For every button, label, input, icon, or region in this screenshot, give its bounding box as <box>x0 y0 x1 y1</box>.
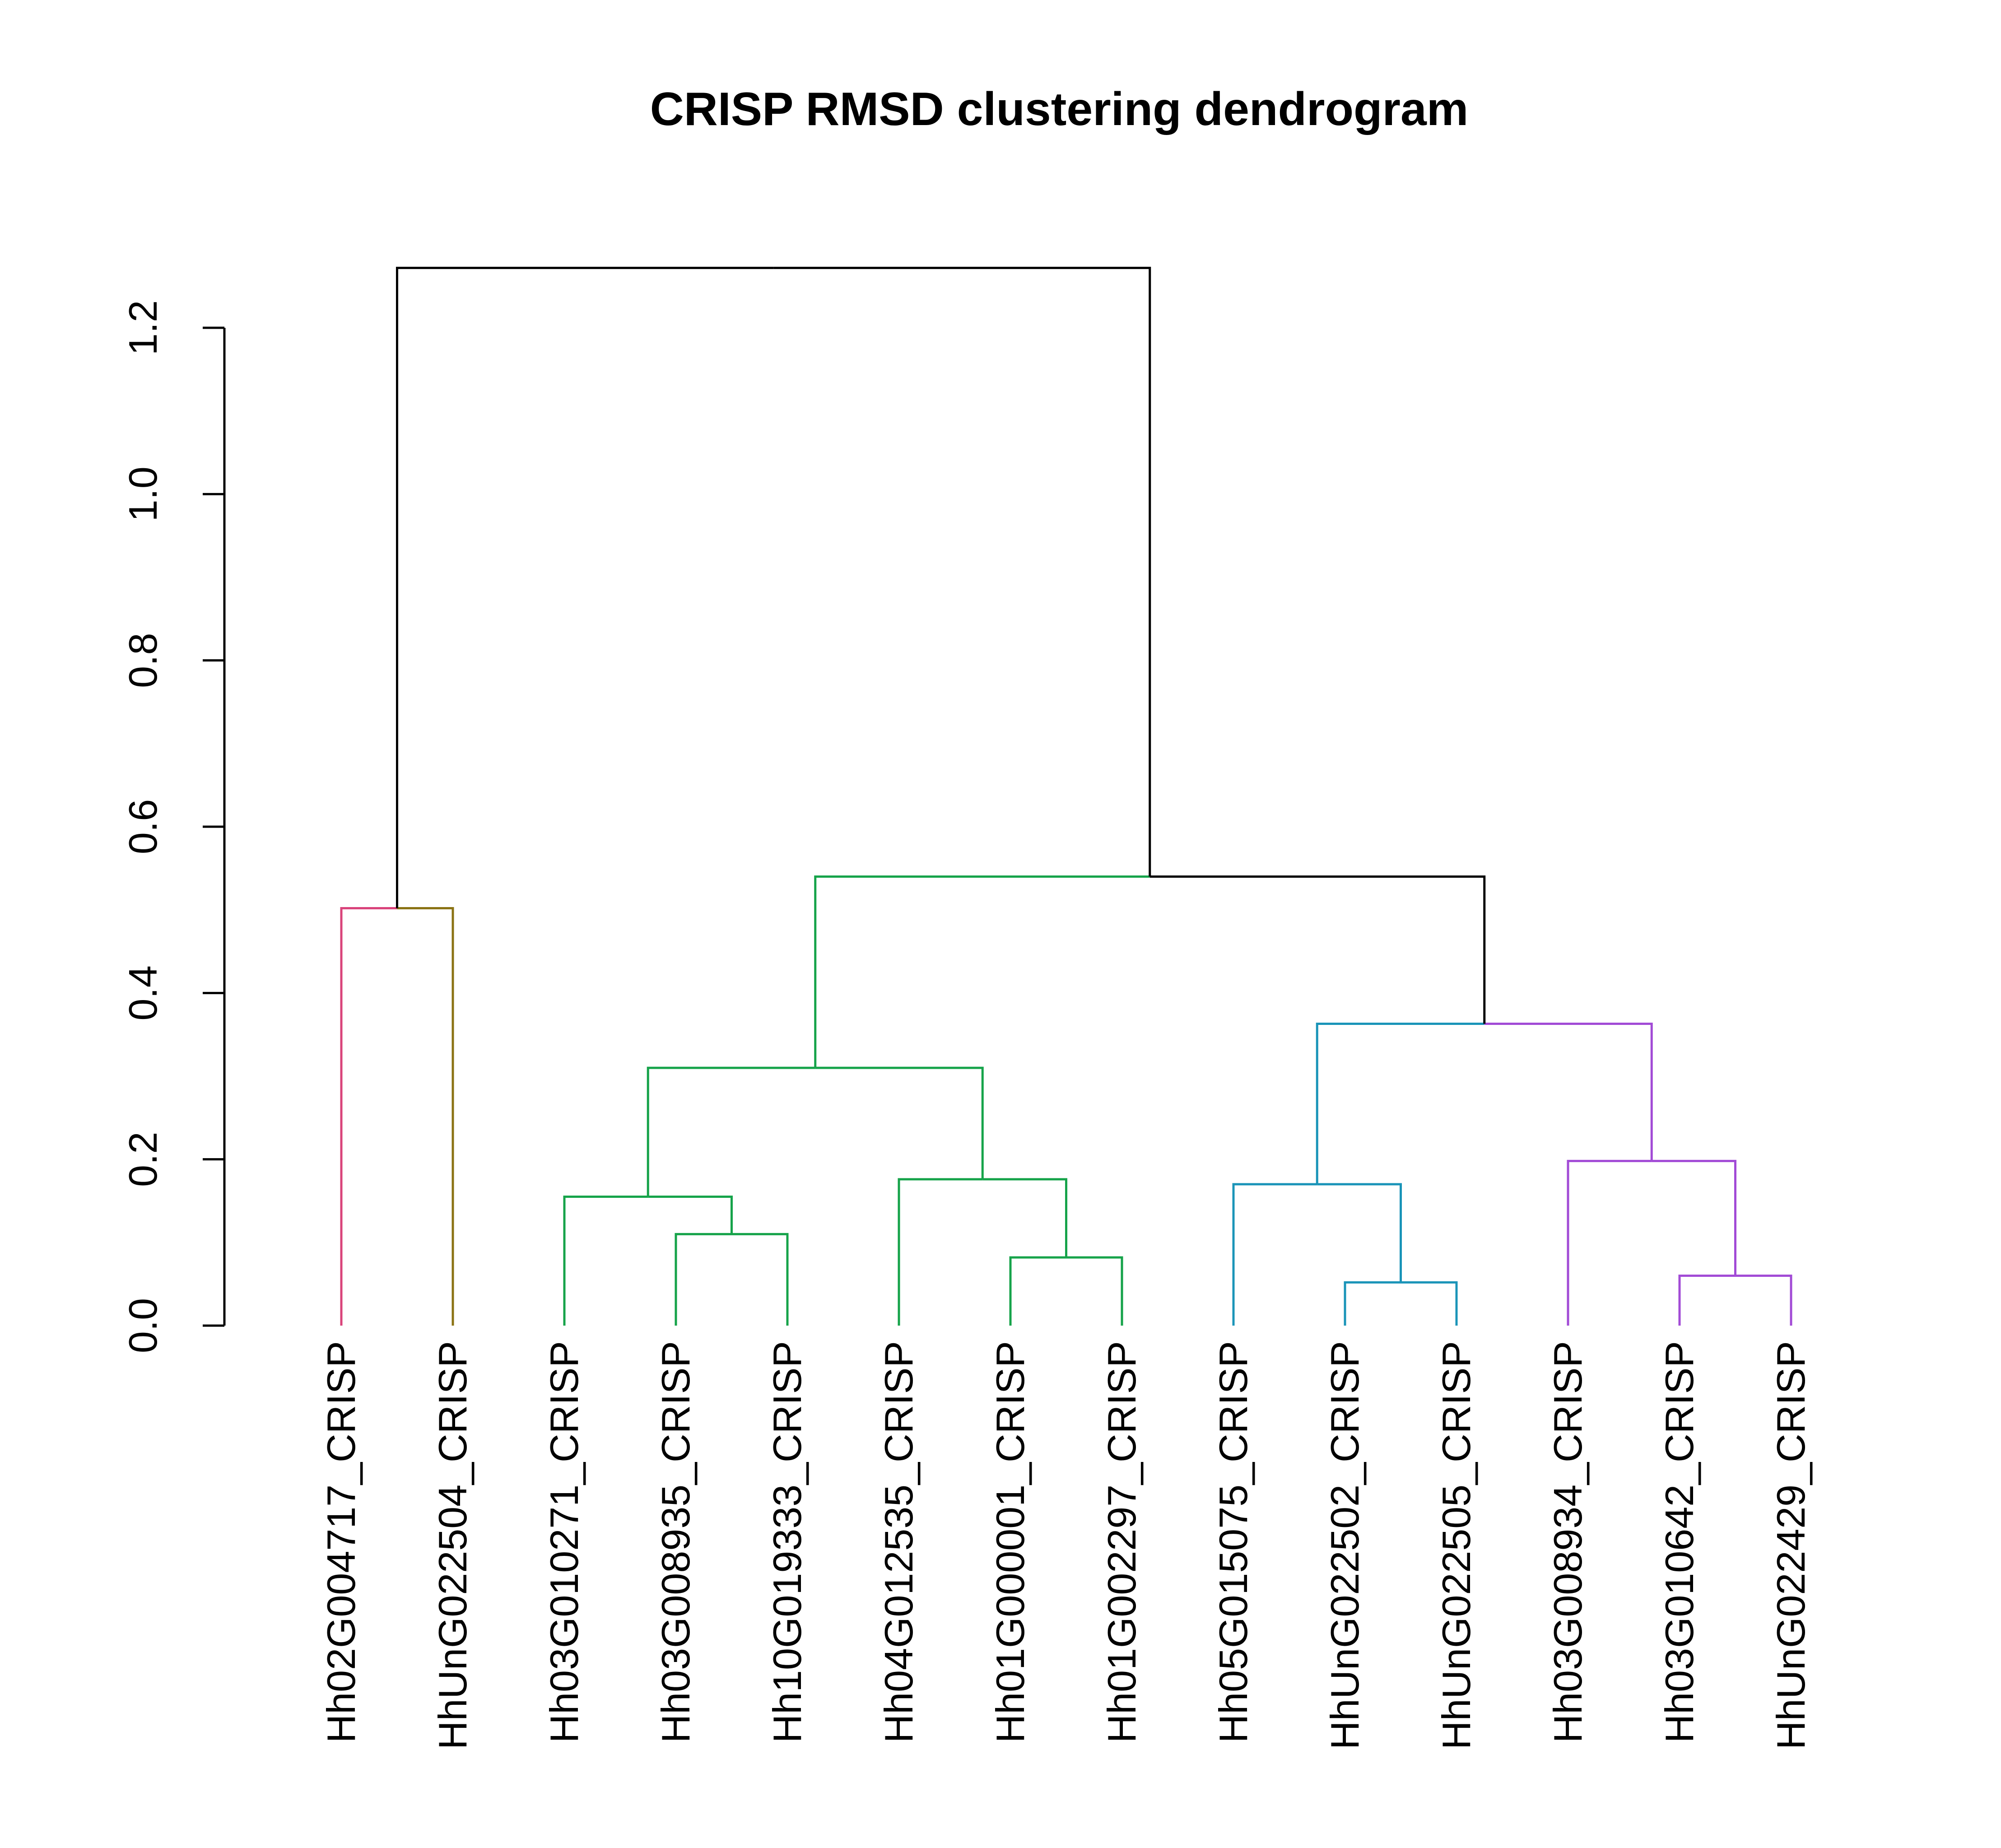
leaf-label: Hh03G010271_CRISP <box>542 1341 586 1743</box>
chart-title: CRISP RMSD clustering dendrogram <box>650 83 1469 135</box>
dendrogram-branch <box>397 907 454 1326</box>
y-tick-label: 0.0 <box>121 1298 165 1353</box>
dendrogram-branch <box>731 1233 789 1326</box>
dendrogram-branch <box>1484 1022 1653 1161</box>
dendrogram-branch <box>898 1178 983 1326</box>
leaf-label: Hh02G004717_CRISP <box>319 1341 363 1743</box>
leaf-label: Hh01G002297_CRISP <box>1099 1341 1144 1743</box>
leaf-label: Hh03G008934_CRISP <box>1545 1341 1590 1743</box>
dendrogram-branch <box>1652 1159 1736 1276</box>
dendrogram-branch <box>1149 875 1486 1024</box>
y-axis: 0.0 0.2 0.4 0.6 0.8 1.0 1.2 <box>121 300 226 1353</box>
dendrogram-branch <box>1317 1183 1402 1283</box>
leaf-label: HhUnG022502_CRISP <box>1322 1341 1367 1750</box>
y-tick-label: 1.0 <box>121 466 165 521</box>
dendrogram-branch <box>340 907 397 1326</box>
dendrogram-branch <box>648 1196 733 1234</box>
y-tick-label: 1.2 <box>121 300 165 355</box>
y-tick-label: 0.6 <box>121 799 165 854</box>
dendrogram-branch <box>773 266 1151 877</box>
leaf-label: HhUnG022505_CRISP <box>1434 1341 1479 1750</box>
dendrogram-branch <box>563 1196 648 1326</box>
y-tick-label: 0.2 <box>121 1131 165 1187</box>
dendrogram-branch <box>814 875 1150 1068</box>
dendrogram-branch <box>1009 1256 1066 1326</box>
leaf-label: Hh03G008935_CRISP <box>653 1341 698 1743</box>
dendrogram-branch <box>1344 1281 1401 1326</box>
leaf-label: HhUnG022429_CRISP <box>1768 1341 1813 1750</box>
leaf-label: Hh04G012535_CRISP <box>876 1341 921 1743</box>
dendrogram-branch <box>1401 1281 1458 1326</box>
leaf-label: HhUnG022504_CRISP <box>430 1341 475 1750</box>
dendrogram-branch <box>675 1233 732 1326</box>
y-tick-label: 0.8 <box>121 633 165 688</box>
dendrogram-branch <box>396 266 774 908</box>
dendrogram-branch <box>1735 1275 1792 1326</box>
leaf-label: Hh05G015075_CRISP <box>1211 1341 1256 1743</box>
dendrogram-branch <box>815 1066 984 1179</box>
dendrogram-branch <box>1066 1256 1123 1326</box>
dendrogram-branch <box>982 1178 1067 1257</box>
dendrogram-links <box>340 266 1792 1326</box>
dendrogram-branch <box>1316 1022 1484 1184</box>
dendrogram-branch <box>647 1066 815 1197</box>
dendrogram-branch <box>1567 1159 1652 1326</box>
dendrogram-branch <box>1232 1183 1317 1326</box>
leaf-labels: Hh02G004717_CRISP HhUnG022504_CRISP Hh03G0… <box>319 1341 1813 1750</box>
y-tick-label: 0.4 <box>121 965 165 1020</box>
dendrogram-branch <box>1678 1275 1736 1326</box>
leaf-label: Hh01G000001_CRISP <box>988 1341 1033 1743</box>
leaf-label: Hh03G010642_CRISP <box>1657 1341 1702 1743</box>
leaf-label: Hh10G019333_CRISP <box>765 1341 810 1743</box>
